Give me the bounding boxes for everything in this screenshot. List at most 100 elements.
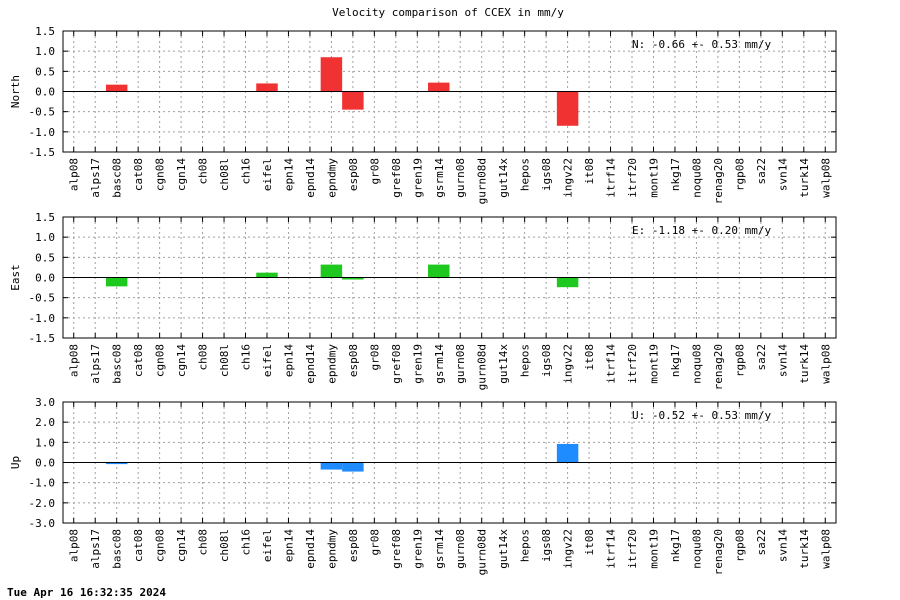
north-category-label: esp08 <box>347 158 360 191</box>
east-category-label: it08 <box>583 344 596 371</box>
east-ytick-label: 1.5 <box>35 211 55 224</box>
east-category-label: alp08 <box>68 344 81 377</box>
north-category-label: nkg17 <box>669 158 682 191</box>
timestamp-footer: Tue Apr 16 16:32:35 2024 <box>7 586 166 599</box>
east-category-label: renag20 <box>712 344 725 390</box>
up-category-label: igs08 <box>540 529 553 562</box>
north-ytick-label: 1.0 <box>35 45 55 58</box>
up-ytick-label: 1.0 <box>35 436 55 449</box>
up-category-label: nkg17 <box>669 529 682 562</box>
north-category-label: epn14 <box>282 158 295 191</box>
north-category-label: cgn14 <box>175 158 188 191</box>
east-category-label: turk14 <box>798 344 811 384</box>
east-ytick-label: -0.5 <box>29 292 56 305</box>
north-ytick-label: -0.5 <box>29 106 56 119</box>
up-ytick-label: -1.0 <box>29 477 56 490</box>
east-category-label: hepos <box>519 344 532 377</box>
up-category-label: it08 <box>583 529 596 556</box>
up-ytick-label: -3.0 <box>29 517 56 530</box>
north-category-label: svn14 <box>776 158 789 191</box>
north-category-label: eifel <box>261 158 274 191</box>
east-category-label: alps17 <box>89 344 102 384</box>
north-ytick-label: 0.0 <box>35 86 55 99</box>
north-category-label: ch08 <box>197 158 210 185</box>
north-category-label: igs08 <box>540 158 553 191</box>
up-category-label: svn14 <box>776 529 789 562</box>
up-bar-basc08 <box>105 462 128 465</box>
north-bar-gsrm14 <box>428 82 450 92</box>
north-category-label: basc08 <box>111 158 124 198</box>
east-bar-epndmy <box>320 264 343 278</box>
north-category-label: cat08 <box>132 158 145 191</box>
up-category-label: itrf14 <box>605 529 618 569</box>
north-ytick-label: 0.5 <box>35 65 55 78</box>
up-category-label: cgn08 <box>154 529 167 562</box>
north-category-label: cgn08 <box>154 158 167 191</box>
up-category-label: walp08 <box>819 529 832 569</box>
north-category-label: gref08 <box>390 158 403 198</box>
up-category-label: cgn14 <box>175 529 188 562</box>
up-category-label: ingv22 <box>562 529 575 569</box>
north-ytick-label: -1.0 <box>29 126 56 139</box>
up-ytick-label: 3.0 <box>35 396 55 409</box>
north-category-label: gurn08 <box>454 158 467 198</box>
up-axis-label: Up <box>9 456 22 469</box>
north-category-label: itrf14 <box>605 158 618 198</box>
north-stat-annotation: N: -0.66 +- 0.53 mm/y <box>632 38 771 51</box>
north-category-label: gut14x <box>497 158 510 198</box>
east-category-label: noqu08 <box>690 344 703 384</box>
east-category-label: eifel <box>261 344 274 377</box>
east-category-label: rgp08 <box>733 344 746 377</box>
north-category-label: it08 <box>583 158 596 185</box>
up-category-label: ch08 <box>197 529 210 556</box>
east-stat-annotation: E: -1.18 +- 0.20 mm/y <box>632 224 771 237</box>
up-category-label: esp08 <box>347 529 360 562</box>
east-category-label: gurn08 <box>454 344 467 384</box>
east-category-label: walp08 <box>819 344 832 384</box>
up-category-label: ch16 <box>240 529 253 556</box>
east-ytick-label: 0.0 <box>35 272 55 285</box>
up-category-label: basc08 <box>111 529 124 569</box>
east-category-label: igs08 <box>540 344 553 377</box>
up-stat-annotation: U: -0.52 +- 0.53 mm/y <box>632 409 771 422</box>
up-category-label: noqu08 <box>690 529 703 569</box>
up-category-label: gr08 <box>368 529 381 556</box>
north-category-label: ingv22 <box>562 158 575 198</box>
north-category-label: gurn08d <box>476 158 489 204</box>
north-category-label: mont19 <box>647 158 660 198</box>
east-category-label: cgn14 <box>175 344 188 377</box>
north-category-label: gren19 <box>411 158 424 198</box>
north-category-label: ch16 <box>240 158 253 185</box>
east-category-label: gsrm14 <box>433 344 446 384</box>
east-ytick-label: 1.0 <box>35 231 55 244</box>
up-bar-esp08 <box>342 462 364 472</box>
east-ytick-label: 0.5 <box>35 251 55 264</box>
north-category-label: epnd14 <box>304 158 317 198</box>
east-ytick-label: -1.0 <box>29 312 56 325</box>
up-category-label: renag20 <box>712 529 725 575</box>
east-category-label: gren19 <box>411 344 424 384</box>
north-category-label: alp08 <box>68 158 81 191</box>
east-bar-eifel <box>256 272 278 278</box>
east-bar-gsrm14 <box>428 264 450 278</box>
up-category-label: gren19 <box>411 529 424 569</box>
east-category-label: mont19 <box>647 344 660 384</box>
up-bar-ingv22 <box>556 443 579 463</box>
north-bar-eifel <box>256 83 278 92</box>
east-category-label: epndmy <box>325 344 338 384</box>
east-category-label: itrf14 <box>605 344 618 384</box>
east-category-label: ch16 <box>240 344 253 371</box>
north-category-label: rgp08 <box>733 158 746 191</box>
east-category-label: basc08 <box>111 344 124 384</box>
up-category-label: epn14 <box>282 529 295 562</box>
east-category-label: svn14 <box>776 344 789 377</box>
east-ytick-label: -1.5 <box>29 332 56 345</box>
east-category-label: esp08 <box>347 344 360 377</box>
north-category-label: hepos <box>519 158 532 191</box>
north-category-label: walp08 <box>819 158 832 198</box>
up-ytick-label: 2.0 <box>35 416 55 429</box>
up-bar-epndmy <box>320 462 343 470</box>
north-category-label: sa22 <box>755 158 768 185</box>
east-category-label: ingv22 <box>562 344 575 384</box>
